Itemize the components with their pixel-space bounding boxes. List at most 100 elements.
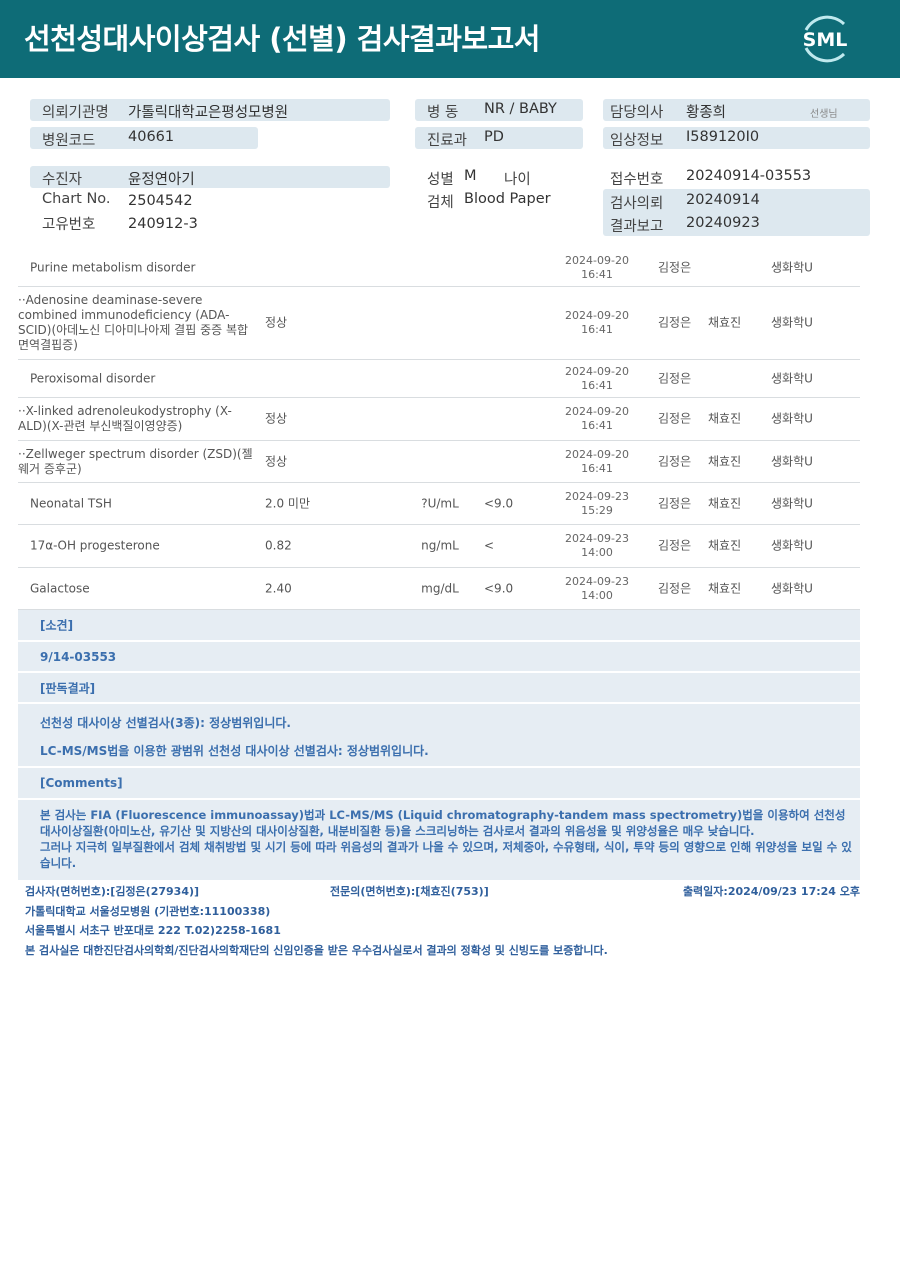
result-value: 2.40 xyxy=(265,581,292,595)
judgment-line-1: 선천성 대사이상 선별검사(3종): 정상범위입니다. xyxy=(40,716,291,730)
unique-no-label: 고유번호 xyxy=(42,217,96,233)
department-label: 진료과 xyxy=(427,133,468,149)
test-datetime: 2024-09-23 14:00 xyxy=(558,532,636,560)
unit: ?U/mL xyxy=(421,496,459,510)
unit: ng/mL xyxy=(421,538,459,553)
dates-box xyxy=(603,189,870,236)
footer-lab: 가톨릭대학교 서울성모병원 (기관번호:11100338) xyxy=(25,905,271,918)
svg-text:SML: SML xyxy=(803,29,848,51)
test-name: Purine metabolism disorder xyxy=(30,260,196,275)
judgment-row: 선천성 대사이상 선별검사(3종): 정상범위입니다. LC-MS/MS법을 이… xyxy=(18,704,860,768)
footer-specialist: 전문의(면허번호):[채효진(753)] xyxy=(330,885,489,898)
test-time: 16:41 xyxy=(581,461,613,475)
specimen-value: Blood Paper xyxy=(464,191,551,207)
judgment-title-row: [판독결과] xyxy=(18,673,860,704)
request-date-value: 20240914 xyxy=(686,192,760,208)
table-row: Purine metabolism disorder 2024-09-20 16:4… xyxy=(18,250,860,287)
tester: 김정은 xyxy=(658,581,692,595)
ward-label: 병 동 xyxy=(427,105,459,121)
opinion-title: [소견] xyxy=(40,618,74,633)
department: 생화학U xyxy=(771,496,813,510)
age-label: 나이 xyxy=(504,172,531,188)
ward-box xyxy=(415,99,583,121)
reference-range: < xyxy=(484,538,495,553)
table-row: ··Zellweger spectrum disorder (ZSD)(젤웨거 … xyxy=(18,441,860,483)
opinion-row: 9/14-03553 xyxy=(18,642,860,673)
specialist: 채효진 xyxy=(708,538,742,553)
unique-no-value: 240912-3 xyxy=(128,216,198,232)
test-datetime: 2024-09-20 16:41 xyxy=(558,254,636,282)
test-name: Neonatal TSH xyxy=(30,496,112,510)
clinical-box xyxy=(603,127,870,149)
department: 생화학U xyxy=(771,371,813,385)
department: 생화학U xyxy=(771,454,813,468)
test-date: 2024-09-20 xyxy=(565,364,629,378)
footer-printed: 출력일자:2024/09/23 17:24 오후 xyxy=(682,885,860,898)
tester: 김정은 xyxy=(658,411,692,426)
test-datetime: 2024-09-20 16:41 xyxy=(558,405,636,433)
department-value: PD xyxy=(484,129,504,145)
test-datetime: 2024-09-20 16:41 xyxy=(558,309,636,337)
test-datetime: 2024-09-23 15:29 xyxy=(558,490,636,518)
result-value: 2.0 미만 xyxy=(265,496,310,510)
tester: 김정은 xyxy=(658,454,692,468)
tester: 김정은 xyxy=(658,538,692,553)
test-time: 16:41 xyxy=(581,419,613,432)
test-time: 14:00 xyxy=(581,546,613,559)
test-datetime: 2024-09-20 16:41 xyxy=(558,365,636,393)
table-row: Neonatal TSH 2.0 미만 ?U/mL <9.0 2024-09-23 15:… xyxy=(18,483,860,525)
test-date: 2024-09-23 xyxy=(565,532,629,545)
test-datetime: 2024-09-23 14:00 xyxy=(558,575,636,603)
specialist: 채효진 xyxy=(708,496,742,510)
opinion-title-row: [소견] xyxy=(18,610,860,642)
department: 생화학U xyxy=(771,411,813,426)
doctor-label: 담당의사 xyxy=(610,105,664,121)
test-time: 14:00 xyxy=(581,588,613,602)
test-name: Peroxisomal disorder xyxy=(30,371,156,385)
report-date-value: 20240923 xyxy=(686,215,760,231)
test-name: ··Adenosine deaminase-severe combined im… xyxy=(18,293,249,352)
unit: mg/dL xyxy=(421,581,459,595)
opinion-text: 9/14-03553 xyxy=(40,649,117,664)
test-date: 2024-09-20 xyxy=(565,254,629,267)
comments-title: [Comments] xyxy=(40,776,123,790)
doctor-box xyxy=(603,99,870,121)
test-time: 16:41 xyxy=(581,378,613,392)
test-name: ··X-linked adrenoleukodystrophy (X-ALD)(… xyxy=(18,404,232,433)
comments-title-row: [Comments] xyxy=(18,768,860,800)
institution-box xyxy=(30,99,390,121)
footer-certification: 본 검사실은 대한진단검사의학회/진단검사의학재단의 신임인증을 받은 우수검사… xyxy=(25,944,608,957)
table-row: Galactose 2.40 mg/dL <9.0 2024-09-23 14:00 김정은… xyxy=(18,568,860,610)
specialist: 채효진 xyxy=(708,581,742,595)
chart-no-label: Chart No. xyxy=(42,191,111,207)
result-value: 정상 xyxy=(265,315,288,330)
test-date: 2024-09-23 xyxy=(565,574,629,588)
hospital-code-label: 병원코드 xyxy=(42,133,96,149)
test-time: 16:41 xyxy=(581,268,613,281)
test-datetime: 2024-09-20 16:41 xyxy=(558,448,636,476)
notes-section: [소견] 9/14-03553 [판독결과] 선천성 대사이상 선별검사(3종)… xyxy=(18,610,860,880)
table-row: Peroxisomal disorder 2024-09-20 16:41 김정은 생화… xyxy=(18,360,860,398)
patient-box xyxy=(30,166,390,188)
test-time: 16:41 xyxy=(581,323,613,336)
result-value: 0.82 xyxy=(265,538,292,553)
sex-label: 성별 xyxy=(427,172,454,188)
test-date: 2024-09-20 xyxy=(565,405,629,418)
chart-no-value: 2504542 xyxy=(128,193,193,209)
test-name: Galactose xyxy=(30,581,90,595)
institution-label: 의뢰기관명 xyxy=(42,105,109,121)
doctor-value: 황종희 xyxy=(686,105,727,121)
table-row: ··Adenosine deaminase-severe combined im… xyxy=(18,287,860,360)
specimen-label: 검체 xyxy=(427,195,454,211)
test-date: 2024-09-23 xyxy=(565,489,629,503)
clinical-value: I589120I0 xyxy=(686,129,760,145)
table-row: ··X-linked adrenoleukodystrophy (X-ALD)(… xyxy=(18,398,860,441)
comments-row: 본 검사는 FIA (Fluorescence immunoassay)법과 L… xyxy=(18,800,860,880)
tester: 김정은 xyxy=(658,260,692,275)
comments-text-1: 본 검사는 FIA (Fluorescence immunoassay)법과 L… xyxy=(40,808,846,838)
receipt-no-value: 20240914-03553 xyxy=(686,168,812,184)
department: 생화학U xyxy=(771,581,813,595)
specialist: 채효진 xyxy=(708,411,742,426)
test-date: 2024-09-20 xyxy=(565,309,629,322)
comments-text-2: 그러나 지극히 일부질환에서 검체 채취방법 및 시기 등에 따라 위음성의 결… xyxy=(40,840,852,870)
